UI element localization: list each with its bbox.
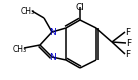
Text: CH₃: CH₃ — [21, 6, 35, 16]
Text: Cl: Cl — [76, 2, 84, 12]
Text: CH₃: CH₃ — [13, 44, 27, 54]
Text: F: F — [126, 38, 132, 48]
Text: N: N — [49, 52, 55, 62]
Text: N: N — [49, 28, 55, 36]
Text: F: F — [125, 28, 131, 36]
Text: F: F — [125, 50, 131, 58]
